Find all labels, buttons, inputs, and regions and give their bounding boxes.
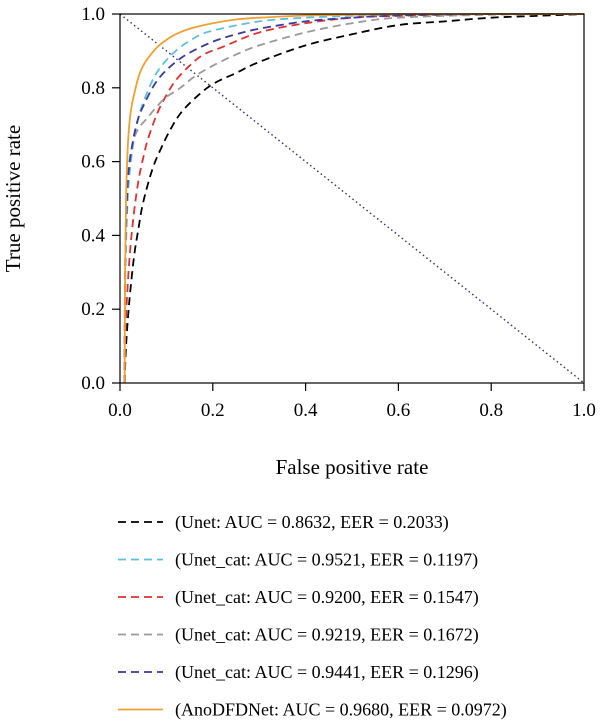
- y-tick-label: 0.8: [81, 78, 105, 99]
- axes: 0.0 0.2 0.4 0.6 0.8 1.0 0.0 0.2 0.4 0.6 0.8 1.0: [81, 4, 596, 421]
- y-tick-label: 0.4: [81, 225, 105, 246]
- series-line-2: [123, 13, 585, 384]
- plot-area: [119, 12, 585, 384]
- y-tick-label: 0.6: [81, 152, 105, 173]
- legend-label-4: (Unet_cat: AUC = 0.9219, EER = 0.1672): [175, 625, 479, 646]
- reference-diagonal-line: [119, 13, 585, 384]
- legend-label-1: (Unet: AUC = 0.8632, EER = 0.2033): [175, 512, 449, 533]
- series-line-1: [123, 13, 585, 384]
- x-tick-label: 0.8: [479, 400, 503, 421]
- series-line-6: [123, 13, 584, 384]
- x-tick-label: 1.0: [572, 400, 596, 421]
- legend-label-5: (Unet_cat: AUC = 0.9441, EER = 0.1296): [175, 662, 479, 683]
- x-tick-label: 0.4: [294, 400, 318, 421]
- x-axis-label: False positive rate: [276, 455, 429, 479]
- x-tick-label: 0.2: [201, 400, 225, 421]
- y-tick-label: 0.2: [81, 299, 105, 320]
- x-tick-label: 0.0: [108, 400, 132, 421]
- y-axis-label: True positive rate: [1, 125, 25, 272]
- legend: (Unet: AUC = 0.8632, EER = 0.2033) (Unet_…: [118, 512, 507, 721]
- y-tick-label: 0.0: [81, 373, 105, 394]
- legend-label-2: (Unet_cat: AUC = 0.9521, EER = 0.1197): [175, 550, 478, 571]
- series-line-3: [123, 12, 585, 384]
- legend-label-3: (Unet_cat: AUC = 0.9200, EER = 0.1547): [175, 587, 479, 608]
- plot-frame: [119, 13, 585, 384]
- legend-label-6: (AnoDFDNet: AUC = 0.9680, EER = 0.0972): [175, 700, 507, 721]
- y-tick-label: 1.0: [81, 4, 105, 25]
- series-line-5: [123, 12, 585, 384]
- x-tick-label: 0.6: [387, 400, 411, 421]
